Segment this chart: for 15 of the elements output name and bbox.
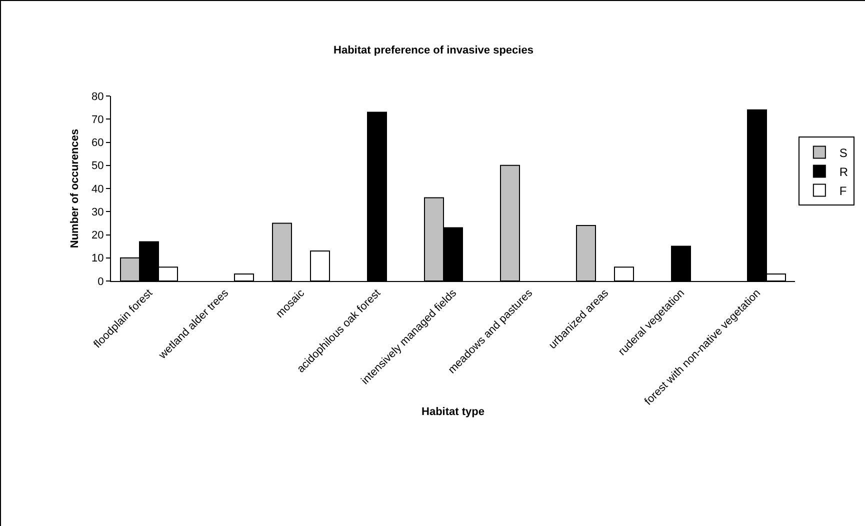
x-axis-title: Habitat type bbox=[422, 406, 484, 418]
y-tick-label: 0 bbox=[98, 276, 104, 288]
legend-label: S bbox=[839, 146, 848, 160]
chart-title: Habitat preference of invasive species bbox=[334, 44, 534, 56]
y-tick-label: 50 bbox=[92, 160, 104, 172]
y-tick-label: 10 bbox=[92, 252, 104, 265]
y-tick-label: 40 bbox=[92, 183, 104, 196]
y-tick-label: 80 bbox=[92, 90, 104, 103]
y-tick-label: 70 bbox=[92, 114, 104, 126]
legend-label: F bbox=[839, 184, 847, 198]
y-tick-label: 60 bbox=[92, 137, 104, 150]
y-tick-label: 20 bbox=[92, 230, 104, 242]
legend-label: R bbox=[839, 164, 848, 179]
y-axis-title: Number of occurences bbox=[69, 128, 82, 248]
y-tick-label: 30 bbox=[92, 206, 104, 218]
